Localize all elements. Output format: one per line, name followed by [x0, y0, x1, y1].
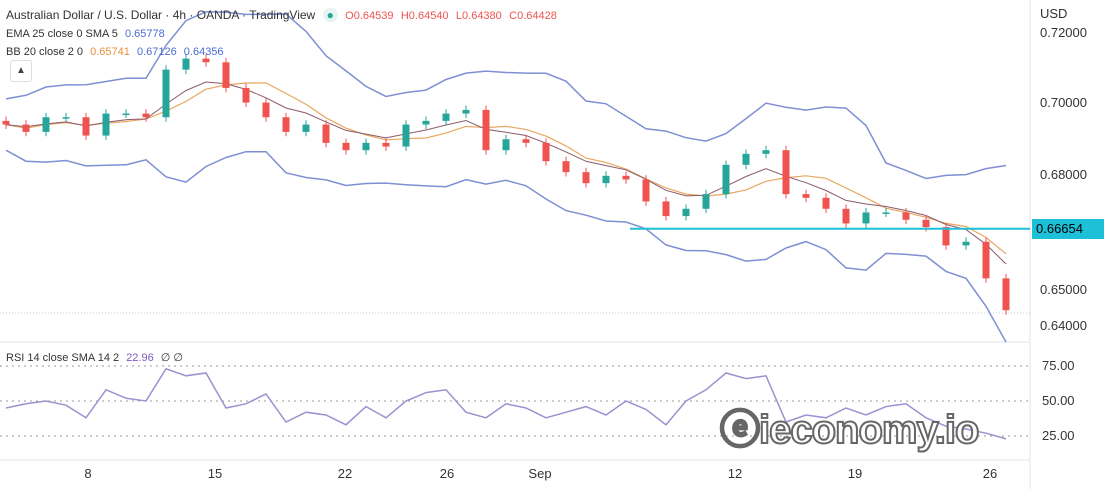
candle	[162, 69, 170, 118]
candle	[182, 58, 190, 70]
bb-upper-band	[5, 11, 1007, 180]
bb-label: BB 20 close 2 0	[6, 46, 84, 58]
candle	[622, 175, 630, 180]
candle	[942, 227, 950, 246]
candle	[702, 194, 710, 209]
bb-upper: 0.67126	[136, 46, 177, 58]
candle	[502, 139, 510, 151]
legend-title-row: Australian Dollar / U.S. Dollar · 4h · O…	[6, 8, 561, 22]
price-tick: 0.70000	[1040, 95, 1087, 110]
watermark-logo: ⓔieconomy.io	[719, 407, 980, 453]
bb-basis-line	[5, 82, 1007, 255]
bb-legend[interactable]: BB 20 close 2 0 0.65741 0.67126 0.64356	[6, 46, 228, 58]
time-tick: 26	[439, 466, 455, 481]
price-tick: 0.68000	[1040, 167, 1087, 182]
ohlc-low: L0.64380	[455, 10, 502, 22]
candle	[582, 172, 590, 184]
bb-basis: 0.65741	[90, 46, 130, 58]
candle	[662, 201, 670, 217]
collapse-legend-button[interactable]: ▲	[10, 60, 32, 82]
ohlc-high: H0.64540	[400, 10, 449, 22]
candle	[342, 142, 350, 151]
candle	[842, 208, 850, 224]
candle	[362, 142, 370, 151]
time-tick: 12	[727, 466, 743, 481]
candle	[322, 124, 330, 143]
candle	[62, 117, 70, 119]
rsi-tick: 25.00	[1042, 428, 1075, 443]
candle	[542, 142, 550, 162]
candle	[962, 241, 970, 246]
candle	[402, 124, 410, 147]
rsi-value: 22.96	[126, 352, 154, 364]
candle	[262, 102, 270, 118]
candle	[802, 194, 810, 198]
candle	[562, 161, 570, 173]
time-tick: 8	[84, 466, 92, 481]
candle	[862, 212, 870, 224]
candle	[282, 117, 290, 132]
candle	[762, 150, 770, 154]
candle	[882, 212, 890, 214]
time-tick: Sep	[528, 466, 552, 481]
candle	[782, 150, 790, 195]
ohlc-open: O0.64539	[345, 10, 394, 22]
candle	[482, 109, 490, 151]
rsi-line	[5, 367, 1007, 440]
ohlc-close: C0.64428	[509, 10, 557, 22]
candle	[122, 113, 130, 116]
candle	[982, 241, 990, 279]
candle	[742, 153, 750, 165]
ema-label: EMA 25 close 0 SMA 5	[6, 28, 118, 40]
bb-lower-band	[5, 149, 1007, 343]
currency-label[interactable]: USD	[1040, 6, 1068, 21]
rsi-tick: 75.00	[1042, 358, 1075, 373]
candle	[382, 142, 390, 147]
candle	[222, 62, 230, 88]
time-tick: 15	[207, 466, 223, 481]
candle	[42, 117, 50, 132]
price-tick: 0.64000	[1040, 318, 1087, 333]
candle	[2, 120, 10, 125]
time-tick: 19	[847, 466, 863, 481]
candle	[462, 109, 470, 114]
level-price-tag: 0.66654	[1032, 218, 1104, 239]
candle	[242, 87, 250, 103]
candle	[602, 175, 610, 184]
candle	[642, 179, 650, 202]
bb-lower: 0.64356	[183, 46, 224, 58]
candle	[22, 124, 30, 132]
candle	[1002, 278, 1010, 311]
price-tick: 0.72000	[1040, 25, 1087, 40]
ema-value: 0.65778	[124, 28, 165, 40]
candle	[822, 197, 830, 209]
rsi-extra: ∅ ∅	[160, 352, 184, 364]
candle	[682, 208, 690, 217]
candle	[902, 212, 910, 220]
candle	[82, 117, 90, 136]
candle	[522, 139, 530, 143]
symbol-title: Australian Dollar / U.S. Dollar · 4h · O…	[6, 8, 316, 22]
candle	[722, 164, 730, 195]
ema-legend[interactable]: EMA 25 close 0 SMA 5 0.65778	[6, 28, 169, 40]
candle	[142, 113, 150, 118]
price-tick: 0.65000	[1040, 282, 1087, 297]
ema-line	[5, 81, 1007, 265]
time-tick: 26	[982, 466, 998, 481]
rsi-tick: 50.00	[1042, 393, 1075, 408]
candle	[202, 58, 210, 63]
rsi-legend[interactable]: RSI 14 close SMA 14 2 22.96 ∅ ∅	[6, 351, 187, 364]
rsi-label: RSI 14 close SMA 14 2	[6, 352, 120, 364]
candle	[922, 219, 930, 228]
candle	[302, 124, 310, 132]
market-status-icon: ●	[322, 8, 338, 22]
candle	[442, 113, 450, 121]
candle	[102, 113, 110, 136]
time-tick: 22	[337, 466, 353, 481]
candle	[422, 120, 430, 125]
